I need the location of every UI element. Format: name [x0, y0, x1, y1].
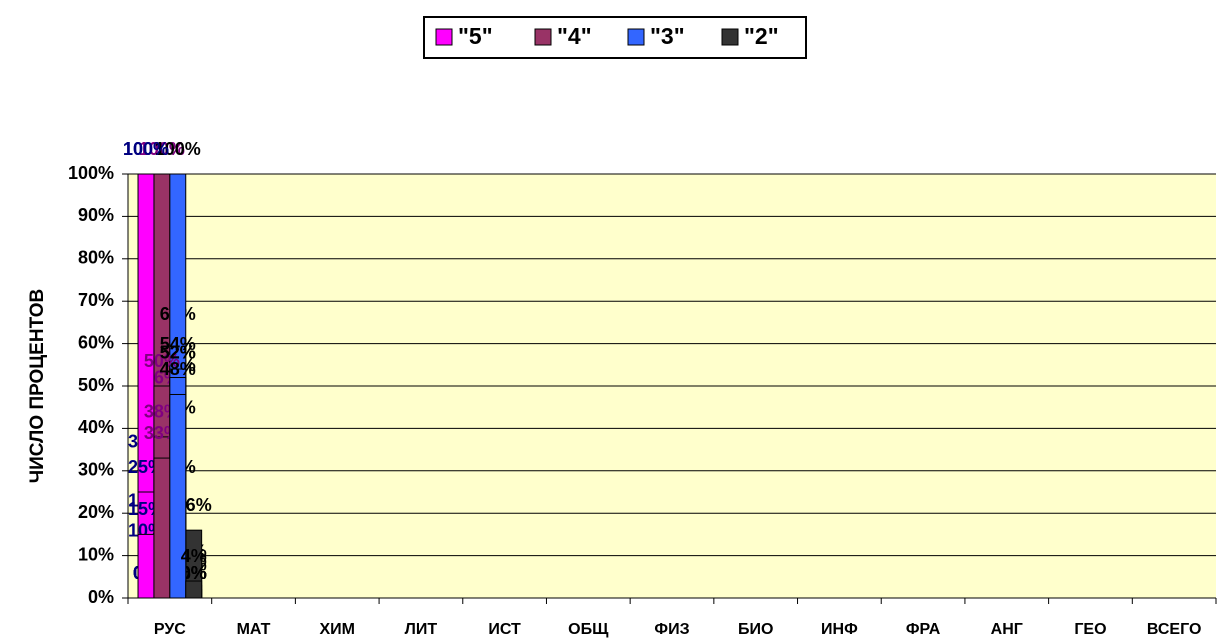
bar [137, 533, 155, 599]
x-tick-label: БИО [738, 621, 773, 638]
data-label: 0% [181, 563, 207, 583]
data-label: 100% [123, 139, 169, 159]
y-tick-label: 80% [78, 248, 114, 268]
x-tick-label: ИНФ [821, 621, 858, 638]
bar [185, 580, 203, 599]
legend-label: "4" [557, 23, 592, 49]
legend-box [423, 16, 807, 59]
y-tick-label: 50% [78, 375, 114, 395]
y-axis-label: ЧИСЛО ПРОЦЕНТОВ [27, 289, 48, 483]
y-tick-label: 70% [78, 290, 114, 310]
data-label: 100% [139, 139, 185, 159]
data-label: 48% [160, 359, 196, 379]
data-label: 0% [181, 563, 207, 583]
x-tick-label: ХИМ [319, 621, 355, 638]
y-tick-label: 0% [88, 587, 114, 607]
legend-swatch [534, 28, 552, 46]
legend-swatch [721, 28, 739, 46]
y-tick-label: 10% [78, 544, 114, 564]
x-tick-label: ФРА [906, 621, 941, 638]
data-label: 4% [181, 546, 207, 566]
legend-label: "3" [650, 23, 685, 49]
x-tick-label: ФИЗ [654, 621, 689, 638]
data-label: 100% [123, 139, 169, 159]
data-label: 54% [160, 334, 196, 354]
y-tick-label: 100% [68, 163, 114, 183]
legend-swatch [435, 28, 453, 46]
bar [169, 393, 187, 599]
x-tick-label: РУС [154, 621, 186, 638]
data-label: 52% [160, 342, 196, 362]
x-tick-label: ВСЕГО [1147, 621, 1201, 638]
y-tick-label: 20% [78, 502, 114, 522]
x-tick-label: АНГ [991, 621, 1023, 638]
bar [153, 457, 171, 599]
y-tick-label: 30% [78, 460, 114, 480]
x-tick-label: ОБЩ [568, 621, 609, 638]
x-tick-label: ГЕО [1074, 621, 1106, 638]
legend-label: "5" [458, 23, 493, 49]
data-label: 0% [181, 563, 207, 583]
legend-swatch [627, 28, 645, 46]
y-tick-label: 60% [78, 332, 114, 352]
x-tick-label: ИСТ [488, 621, 521, 638]
y-tick-label: 40% [78, 417, 114, 437]
data-label: 100% [155, 139, 201, 159]
x-tick-label: МАТ [237, 621, 271, 638]
data-label: 50% [144, 351, 180, 371]
x-tick-label: ЛИТ [405, 621, 438, 638]
y-tick-label: 90% [78, 205, 114, 225]
data-label: 52% [160, 342, 196, 362]
legend-label: "2" [744, 23, 779, 49]
